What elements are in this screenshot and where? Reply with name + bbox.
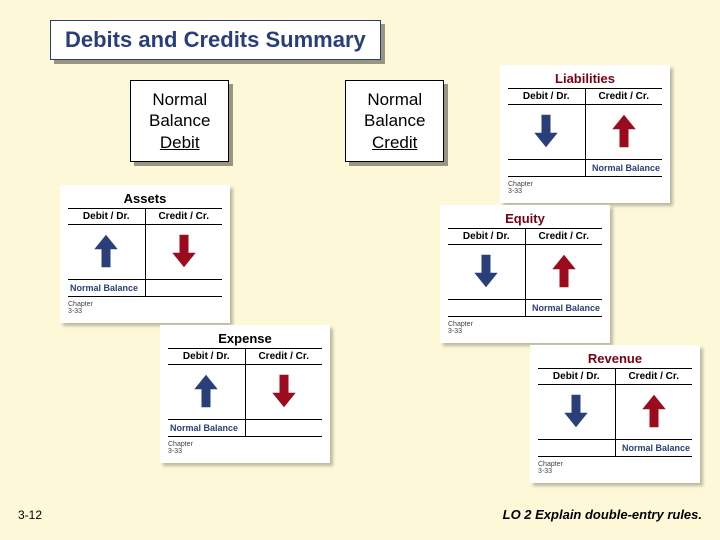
label: Normal	[364, 89, 425, 110]
t-account-table: Debit / Dr.Credit / Cr. Normal Balance	[68, 208, 222, 297]
normal-debit	[448, 300, 525, 317]
t-account-table: Debit / Dr.Credit / Cr. Normal Balance	[448, 228, 602, 317]
learning-objective: LO 2 Explain double-entry rules.	[503, 507, 702, 522]
account-title: Liabilities	[508, 71, 662, 86]
label: Normal	[149, 89, 210, 110]
arrow-up-icon	[192, 373, 220, 409]
card-revenue: Revenue Debit / Dr.Credit / Cr. Normal Bal…	[530, 345, 700, 483]
normal-balance-debit-box: Normal Balance Debit	[130, 80, 229, 162]
card-caption: Chapter3-33	[448, 321, 602, 335]
normal-balance-credit-box: Normal Balance Credit	[345, 80, 444, 162]
col-credit: Credit / Cr.	[245, 349, 322, 365]
col-debit: Debit / Dr.	[168, 349, 245, 365]
arrow-up-icon	[640, 393, 668, 429]
arrow-down-icon	[532, 113, 560, 149]
normal-debit	[508, 160, 585, 177]
label: Debit	[149, 132, 210, 153]
label: Balance	[149, 110, 210, 131]
card-caption: Chapter3-33	[168, 441, 322, 455]
arrow-down-icon	[562, 393, 590, 429]
arrow-down-icon	[270, 373, 298, 409]
label: Credit	[364, 132, 425, 153]
card-equity: Equity Debit / Dr.Credit / Cr. Normal Bala…	[440, 205, 610, 343]
credit-cell	[525, 245, 602, 300]
col-credit: Credit / Cr.	[525, 229, 602, 245]
normal-credit	[145, 280, 222, 297]
col-debit: Debit / Dr.	[68, 209, 145, 225]
normal-debit: Normal Balance	[68, 280, 145, 297]
normal-credit: Normal Balance	[585, 160, 662, 177]
normal-credit: Normal Balance	[525, 300, 602, 317]
card-caption: Chapter3-33	[508, 181, 662, 195]
card-assets: Assets Debit / Dr.Credit / Cr. Normal Bala…	[60, 185, 230, 323]
account-title: Equity	[448, 211, 602, 226]
slide-title: Debits and Credits Summary	[50, 20, 381, 60]
t-account-table: Debit / Dr.Credit / Cr. Normal Balance	[508, 88, 662, 177]
credit-cell	[615, 385, 692, 440]
col-debit: Debit / Dr.	[508, 89, 585, 105]
credit-cell	[585, 105, 662, 160]
col-credit: Credit / Cr.	[585, 89, 662, 105]
col-debit: Debit / Dr.	[448, 229, 525, 245]
debit-cell	[68, 225, 145, 280]
t-account-table: Debit / Dr.Credit / Cr. Normal Balance	[168, 348, 322, 437]
debit-cell	[508, 105, 585, 160]
arrow-up-icon	[92, 233, 120, 269]
account-title: Assets	[68, 191, 222, 206]
arrow-down-icon	[170, 233, 198, 269]
card-caption: Chapter3-33	[538, 461, 692, 475]
normal-credit	[245, 420, 322, 437]
credit-cell	[145, 225, 222, 280]
card-caption: Chapter3-33	[68, 301, 222, 315]
card-liabilities: Liabilities Debit / Dr.Credit / Cr. Normal…	[500, 65, 670, 203]
page-number: 3-12	[18, 508, 42, 522]
credit-cell	[245, 365, 322, 420]
card-expense: Expense Debit / Dr.Credit / Cr. Normal Bal…	[160, 325, 330, 463]
account-title: Revenue	[538, 351, 692, 366]
arrow-up-icon	[550, 253, 578, 289]
account-title: Expense	[168, 331, 322, 346]
label: Balance	[364, 110, 425, 131]
debit-cell	[538, 385, 615, 440]
normal-credit: Normal Balance	[615, 440, 692, 457]
debit-cell	[448, 245, 525, 300]
col-debit: Debit / Dr.	[538, 369, 615, 385]
normal-debit	[538, 440, 615, 457]
arrow-up-icon	[610, 113, 638, 149]
col-credit: Credit / Cr.	[145, 209, 222, 225]
col-credit: Credit / Cr.	[615, 369, 692, 385]
debit-cell	[168, 365, 245, 420]
slide-title-text: Debits and Credits Summary	[65, 27, 366, 52]
arrow-down-icon	[472, 253, 500, 289]
t-account-table: Debit / Dr.Credit / Cr. Normal Balance	[538, 368, 692, 457]
normal-debit: Normal Balance	[168, 420, 245, 437]
